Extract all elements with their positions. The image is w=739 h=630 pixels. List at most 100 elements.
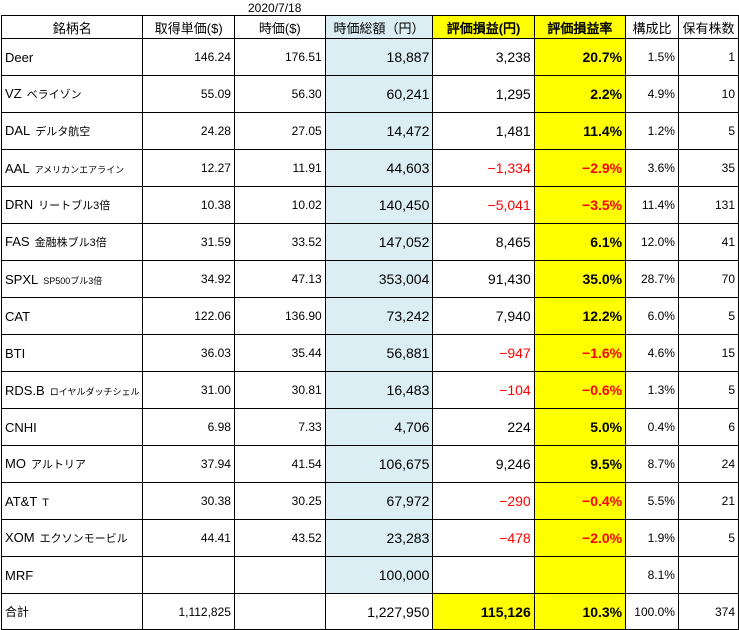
ratio-cell: 1.3% [625,371,679,409]
pl-cell: −5,041 [432,186,535,224]
ticker: DRN [5,197,34,212]
cost-cell: 31.00 [142,371,235,409]
pl-rate-cell: 12.2% [533,297,627,335]
value-cell: 14,472 [324,112,434,150]
ratio-cell: 1.2% [625,112,679,150]
pl-cell: 3,238 [432,38,535,76]
ticker: AAL [5,160,30,176]
price-cell: 43.52 [233,519,326,557]
stock-subname: デルタ航空 [35,126,91,138]
value-cell: 67,972 [324,482,434,520]
price-cell: 176.51 [233,38,326,76]
ticker: BTI [5,345,26,361]
pl-cell: 224 [432,408,535,446]
shares-cell: 70 [677,260,739,298]
table-row: BTI 36.03 35.44 56,881 −947 −1.6% 4.6% 15 [0,334,739,372]
ratio-cell: 3.6% [625,149,679,187]
header-pl: 評価損益(円) [432,15,535,39]
pl-cell: −290 [432,482,535,520]
ticker: FAS [5,234,30,249]
cost-cell: 146.24 [142,38,235,76]
table-row: CAT 122.06 136.90 73,242 7,940 12.2% 6.0% 5 [0,297,739,335]
value-cell: 23,283 [324,519,434,557]
value-cell: 56,881 [324,334,434,372]
shares-cell: 6 [677,408,739,446]
stock-name-cell: MO アルトリア [0,445,144,483]
shares-cell: 21 [677,482,739,520]
ratio-cell: 8.7% [625,445,679,483]
ratio-cell: 12.0% [625,223,679,261]
shares-cell: 10 [677,75,739,113]
value-cell: 106,675 [324,445,434,483]
cost-cell: 10.38 [142,186,235,224]
stock-name-cell: DAL デルタ航空 [0,112,144,150]
pl-cell: 8,465 [432,223,535,261]
ticker: MO [5,456,26,471]
pl-rate-cell: −2.9% [533,149,627,187]
price-cell [233,556,326,594]
ratio-cell: 4.9% [625,75,679,113]
ratio-cell: 6.0% [625,297,679,335]
stock-name-cell: MRF [0,556,144,594]
total-pl-cell: 115,126 [432,593,535,630]
stock-name-cell: AT&T T [0,482,144,520]
stock-name-cell: CAT [0,297,144,335]
pl-rate-cell: −0.4% [533,482,627,520]
shares-cell: 24 [677,445,739,483]
ticker: DAL [5,123,31,138]
stock-subname: T [42,496,49,509]
table-row: MRF 100,000 8.1% [0,556,739,594]
stock-name-cell: XOM エクソンモービル [0,519,144,557]
shares-cell: 5 [677,371,739,409]
shares-cell [677,556,739,594]
pl-rate-cell: −3.5% [533,186,627,224]
table-row: AT&T T 30.38 30.25 67,972 −290 −0.4% 5.5% 21 [0,482,739,520]
pl-cell: −104 [432,371,535,409]
price-cell: 30.81 [233,371,326,409]
portfolio-table: 銘柄名 取得単価($) 時価($) 時価総額（円） 評価損益(円) 評価損益率 … [0,15,739,630]
shares-cell: 5 [677,112,739,150]
table-row: MO アルトリア 37.94 41.54 106,675 9,246 9.5% 8.7% 24 [0,445,739,483]
cost-cell: 6.98 [142,408,235,446]
stock-subname: ロイヤルダッチシェル [49,386,140,397]
pl-cell: 1,295 [432,75,535,113]
total-label: 合計 [0,593,144,630]
stock-subname: ベライゾン [26,89,82,101]
price-cell: 27.05 [233,112,326,150]
pl-rate-cell: −2.0% [533,519,627,557]
price-cell: 47.13 [233,260,326,298]
value-cell: 18,887 [324,38,434,76]
pl-rate-cell: 20.7% [533,38,627,76]
pl-rate-cell: 9.5% [533,445,627,483]
total-price-cell [233,593,326,630]
cost-cell: 34.92 [142,260,235,298]
stock-name-cell: DRN リートブル3倍 [0,186,144,224]
ticker: VZ [5,86,22,101]
stock-name-cell: AAL アメリカンエアライン [0,149,144,187]
stock-subname: アルトリア [30,459,86,471]
stock-name-cell: CNHI [0,408,144,446]
ratio-cell: 5.5% [625,482,679,520]
pl-rate-cell: 6.1% [533,223,627,261]
pl-cell: 91,430 [432,260,535,298]
pl-rate-cell: 5.0% [533,408,627,446]
pl-rate-cell: −1.6% [533,334,627,372]
stock-subname: 金融株ブル3倍 [34,237,107,249]
header-shares: 保有株数 [677,15,739,39]
ticker: SPXL [5,271,39,287]
shares-cell: 5 [677,297,739,335]
price-cell: 7.33 [233,408,326,446]
shares-cell: 131 [677,186,739,224]
pl-cell [432,556,535,594]
value-cell: 44,603 [324,149,434,187]
total-cost-cell: 1,112,825 [142,593,235,630]
pl-cell: −478 [432,519,535,557]
pl-rate-cell: 35.0% [533,260,627,298]
shares-cell: 5 [677,519,739,557]
table-row: RDS.B ロイヤルダッチシェル 31.00 30.81 16,483 −104 −0.6%… [0,371,739,409]
table-row: SPXL SP500ブル3倍 34.92 47.13 353,004 91,430 35.0… [0,260,739,298]
ratio-cell: 8.1% [625,556,679,594]
shares-cell: 35 [677,149,739,187]
ticker: CNHI [5,419,37,435]
cost-cell: 55.09 [142,75,235,113]
